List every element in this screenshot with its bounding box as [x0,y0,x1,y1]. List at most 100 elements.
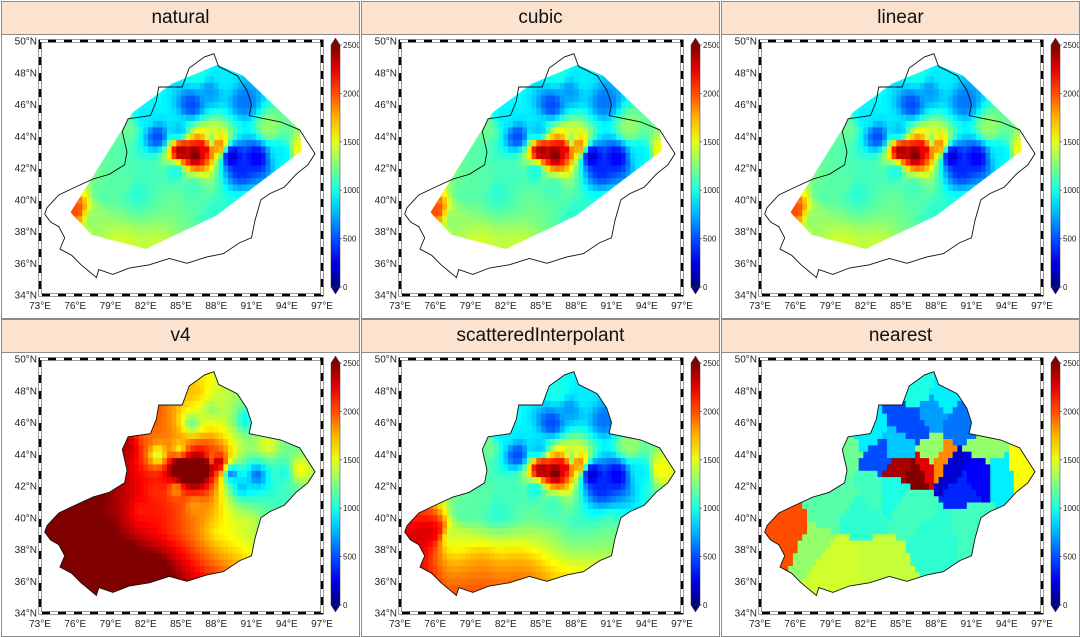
colorbar-tick-label: 0 [703,601,708,610]
x-tick-label: 76°E [64,619,86,630]
colorbar-tick-label: 1000 [1063,186,1079,195]
x-tick-label: 82°E [135,619,157,630]
x-tick-label: 79°E [100,301,122,312]
x-tick-label: 76°E [784,301,806,312]
colorbar-tick-label: 2000 [703,89,719,98]
y-tick-label: 38°N [735,545,757,556]
x-tick-label: 73°E [29,619,51,630]
y-tick-label: 38°N [375,545,397,556]
x-tick-label: 91°E [961,619,983,630]
heatmap-field [44,371,315,596]
y-tick-label: 46°N [15,100,37,111]
panel-v4: v4 73°E 76°E 79°E 82°E 85°E 88°E 91°E 94°E 97°E 34… [1,319,360,637]
y-tick-label: 38°N [15,227,37,238]
panel-linear: linear 73°E 76°E 79°E 82°E 85°E 88°E 91°E 94°E 97… [721,1,1080,319]
x-tick-label: 94°E [276,619,298,630]
x-tick-label: 82°E [495,301,517,312]
colorbar-tick-label: 1500 [343,138,359,147]
x-tick-label: 85°E [170,301,192,312]
x-tick-label: 91°E [601,301,623,312]
x-tick-label: 76°E [424,301,446,312]
y-tick-label: 44°N [735,450,757,461]
x-tick-label: 94°E [636,301,658,312]
panel-title: nearest [722,320,1079,353]
x-tick-label: 91°E [601,619,623,630]
colorbar-tick-label: 1000 [343,186,359,195]
colorbar: 0 500 1000 1500 2000 2500 [330,355,359,613]
panel-title: cubic [362,2,719,35]
y-tick-label: 48°N [375,386,397,397]
x-tick-label: 91°E [961,301,983,312]
colorbar-tick-label: 1000 [343,504,359,513]
x-tick-label: 94°E [996,619,1018,630]
colorbar-tick-label: 1000 [703,504,719,513]
y-tick-label: 40°N [735,513,757,524]
y-tick-label: 48°N [735,68,757,79]
heatmap-field [70,64,302,249]
y-tick-label: 48°N [15,68,37,79]
map-plot: 73°E 76°E 79°E 82°E 85°E 88°E 91°E 94°E 97°E 34°N… [735,355,1079,631]
heatmap-field [404,371,675,596]
x-tick-label: 82°E [855,301,877,312]
x-tick-label: 85°E [890,619,912,630]
x-tick-label: 85°E [530,619,552,630]
y-tick-label: 34°N [375,609,397,620]
x-tick-label: 73°E [749,619,771,630]
map-plot: 73°E 76°E 79°E 82°E 85°E 88°E 91°E 94°E 97°E 34°N… [735,37,1079,313]
y-tick-label: 38°N [735,227,757,238]
y-tick-label: 42°N [375,482,397,493]
y-tick-label: 50°N [735,355,757,366]
colorbar-tick-label: 2500 [1063,41,1079,50]
x-tick-label: 73°E [749,301,771,312]
x-tick-label: 79°E [460,301,482,312]
y-tick-label: 48°N [15,386,37,397]
x-tick-label: 97°E [1031,301,1053,312]
y-tick-label: 46°N [375,100,397,111]
map-plot: 73°E 76°E 79°E 82°E 85°E 88°E 91°E 94°E 97°E 34°N… [15,37,359,313]
colorbar-tick-label: 1000 [1063,504,1079,513]
x-tick-label: 97°E [311,301,333,312]
y-tick-label: 46°N [15,418,37,429]
colorbar-tick-label: 1500 [343,456,359,465]
y-tick-label: 46°N [375,418,397,429]
y-tick-label: 42°N [735,482,757,493]
colorbar-tick-label: 500 [1063,235,1077,244]
y-tick-label: 38°N [15,545,37,556]
y-tick-label: 44°N [375,132,397,143]
x-tick-label: 91°E [241,301,263,312]
y-tick-label: 38°N [375,227,397,238]
y-tick-label: 40°N [15,195,37,206]
colorbar-tick-label: 0 [1063,601,1068,610]
x-tick-label: 88°E [205,619,227,630]
x-tick-label: 73°E [389,619,411,630]
y-tick-label: 36°N [375,577,397,588]
panel-title: natural [2,2,359,35]
heatmap-field [764,371,1035,596]
x-tick-label: 97°E [671,301,693,312]
y-tick-label: 44°N [15,450,37,461]
y-tick-label: 36°N [735,259,757,270]
panel-natural: natural 73°E 76°E 79°E 82°E 85°E 88°E 91°E 94°E 9… [1,1,360,319]
colorbar: 0 500 1000 1500 2000 2500 [690,37,719,295]
colorbar-tick-label: 500 [343,553,357,562]
colorbar-tick-label: 2500 [1063,359,1079,368]
colorbar-tick-label: 2000 [1063,407,1079,416]
y-tick-label: 34°N [15,609,37,620]
y-tick-label: 46°N [735,418,757,429]
x-tick-label: 79°E [820,301,842,312]
colorbar: 0 500 1000 1500 2000 2500 [330,37,359,295]
y-tick-label: 40°N [375,513,397,524]
x-tick-label: 88°E [205,301,227,312]
heatmap-field [430,64,662,249]
x-tick-label: 97°E [671,619,693,630]
colorbar-tick-label: 1500 [703,138,719,147]
heatmap-field [790,64,1022,249]
x-tick-label: 85°E [170,619,192,630]
x-tick-label: 73°E [29,301,51,312]
x-tick-label: 73°E [389,301,411,312]
x-tick-label: 88°E [925,619,947,630]
map-plot: 73°E 76°E 79°E 82°E 85°E 88°E 91°E 94°E 97°E 34°N… [375,355,719,631]
x-tick-label: 79°E [460,619,482,630]
region-boundary [44,371,316,597]
y-tick-label: 34°N [735,609,757,620]
